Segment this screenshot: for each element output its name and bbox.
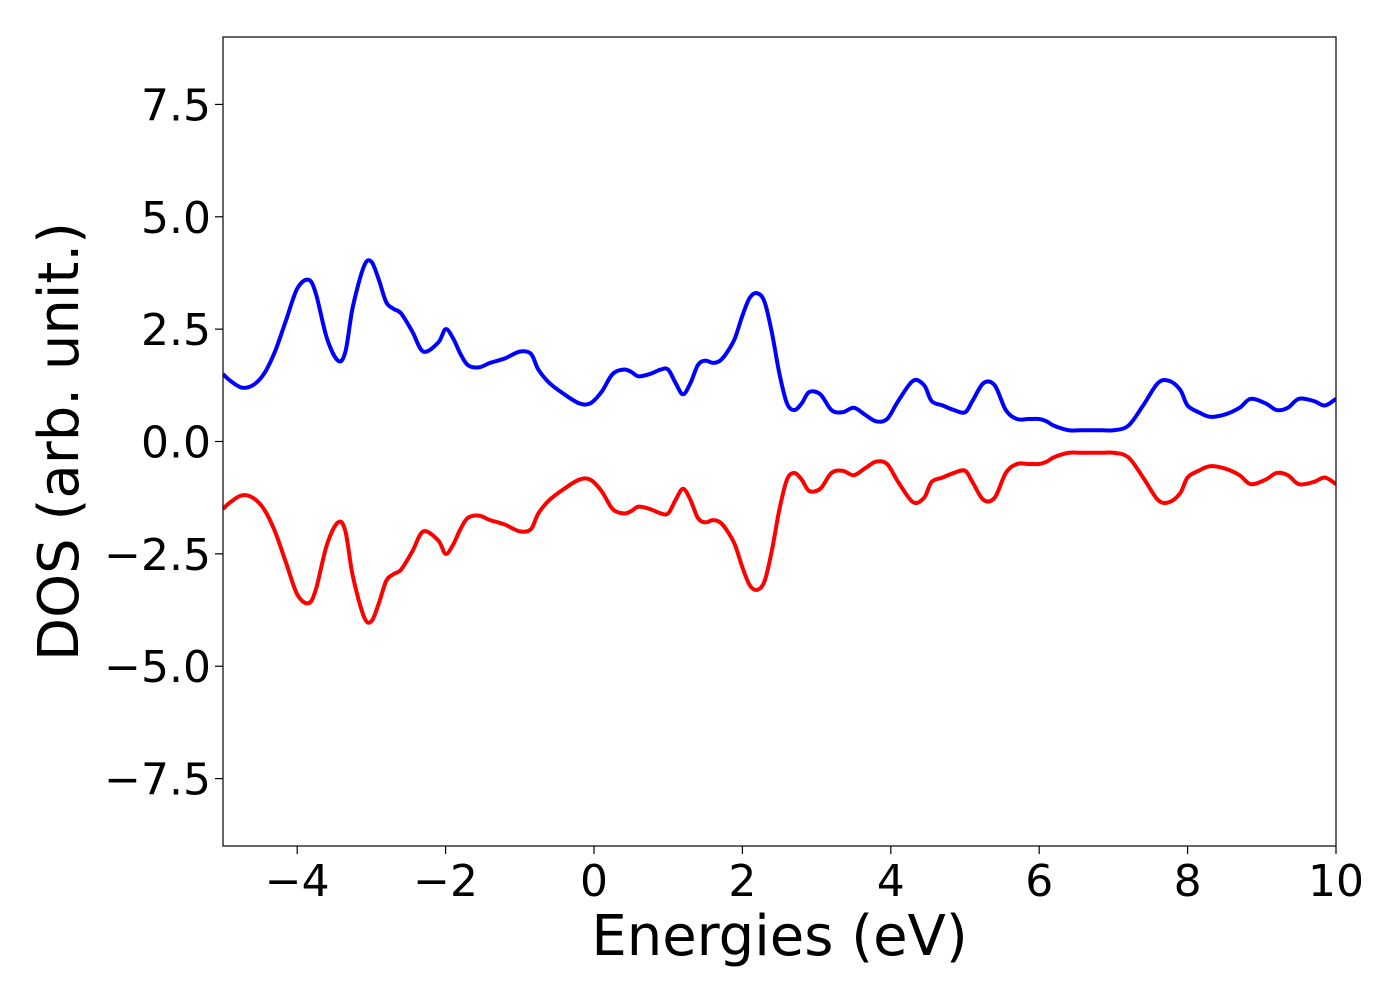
y-tick-label: 0.0 <box>141 418 211 469</box>
y-tick-label: −5.0 <box>104 642 211 693</box>
plot-area <box>223 258 1336 625</box>
dos-spin-down-line <box>223 450 1336 625</box>
dos-spin-up-line <box>223 258 1336 433</box>
y-axis: 7.5 5.0 2.5 0.0 −2.5 −5.0 −7.5 <box>104 80 223 806</box>
x-tick-label: 10 <box>1308 856 1364 907</box>
x-axis: −4 −2 0 2 4 6 8 10 <box>265 846 1364 907</box>
y-tick-label: 7.5 <box>141 80 211 131</box>
x-tick-label: 8 <box>1174 856 1202 907</box>
x-tick-label: 0 <box>580 856 608 907</box>
y-tick-label: −2.5 <box>104 530 211 581</box>
x-tick-label: 2 <box>728 856 756 907</box>
plot-frame <box>222 36 1337 847</box>
x-tick-label: 4 <box>877 856 905 907</box>
y-tick-label: −7.5 <box>104 755 211 806</box>
x-tick-label: −4 <box>265 856 330 907</box>
y-axis-title: DOS (arb. unit.) <box>27 222 92 661</box>
x-tick-label: −2 <box>413 856 478 907</box>
y-tick-label: 2.5 <box>141 305 211 356</box>
y-tick-label: 5.0 <box>141 193 211 244</box>
x-tick-label: 6 <box>1025 856 1053 907</box>
x-axis-title: Energies (eV) <box>591 904 967 969</box>
